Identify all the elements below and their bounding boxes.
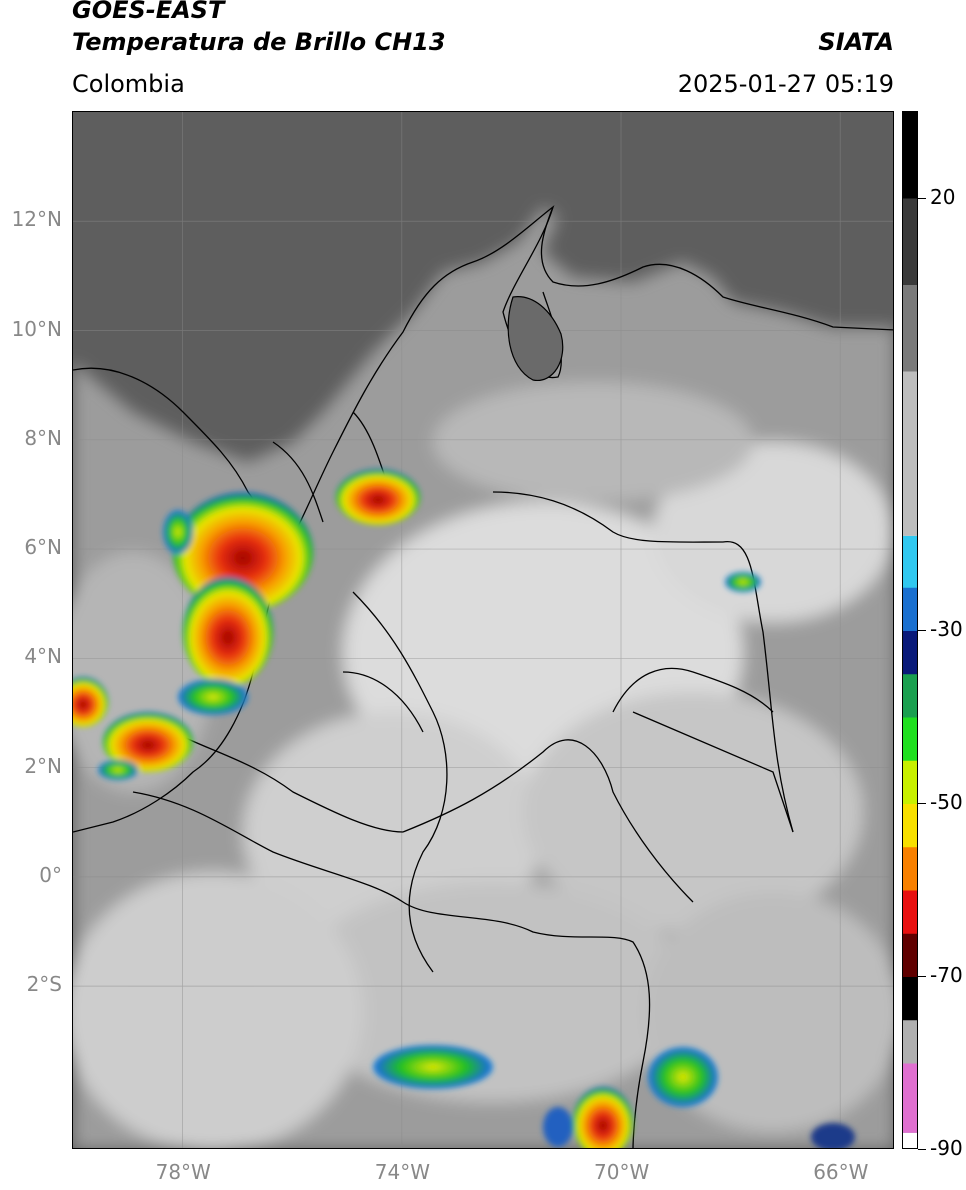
lon-tick-label: 66°W xyxy=(813,1160,869,1184)
colorbar-tick xyxy=(918,1149,926,1150)
colorbar-tick xyxy=(918,803,926,804)
colorbar-segment xyxy=(903,890,917,935)
colorbar-segment xyxy=(903,631,917,675)
lat-tick-label: 8°N xyxy=(24,425,62,450)
convective-cells xyxy=(73,469,855,1148)
colorbar-segment xyxy=(903,1132,917,1148)
lat-tick-label: 10°N xyxy=(11,316,62,341)
lat-tick-label: 6°N xyxy=(24,535,62,560)
colorbar-tick xyxy=(918,197,926,199)
colorbar-segment xyxy=(903,717,917,762)
lat-tick-label: 0° xyxy=(39,862,62,887)
lon-tick-label: 70°W xyxy=(594,1160,650,1184)
colorbar-tick xyxy=(918,976,926,977)
colorbar-segment xyxy=(903,977,917,1021)
colorbar-segment xyxy=(903,1063,917,1134)
colorbar-segment xyxy=(903,804,917,848)
colorbar-segment xyxy=(903,1020,917,1064)
title-satellite: GOES-EAST xyxy=(72,0,225,24)
lat-tick-label: 2°S xyxy=(26,972,62,997)
colorbar-segment xyxy=(903,587,917,632)
colorbar-tick-label: -90 xyxy=(930,1136,963,1160)
region-label: Colombia xyxy=(72,70,185,98)
colorbar-tick-label: -50 xyxy=(930,790,963,814)
lake-maracaibo xyxy=(507,296,564,381)
lat-tick-label: 4°N xyxy=(24,644,62,669)
colorbar-segment xyxy=(903,933,917,978)
satellite-map[interactable] xyxy=(72,111,894,1149)
colorbar-tick-label: -70 xyxy=(930,963,963,987)
graticule xyxy=(73,112,893,1148)
colorbar-segment xyxy=(903,847,917,891)
lat-tick-label: 2°N xyxy=(24,753,62,778)
lat-tick-label: 12°N xyxy=(11,207,62,232)
colorbar-segment xyxy=(903,674,917,718)
colorbar-segment xyxy=(903,371,917,537)
title-product: Temperatura de Brillo CH13 xyxy=(72,28,446,56)
colorbar xyxy=(902,111,918,1149)
colorbar-tick xyxy=(918,630,926,631)
colorbar-tick-label: 20 xyxy=(930,184,956,209)
timestamp: 2025-01-27 05:19 xyxy=(677,70,894,98)
colorbar-segment xyxy=(903,112,917,199)
cloud-field xyxy=(73,207,893,1148)
colorbar-segment xyxy=(903,285,917,372)
colorbar-tick-label: -30 xyxy=(930,617,963,641)
lon-tick-label: 74°W xyxy=(374,1160,431,1184)
colorbar-segment xyxy=(903,198,917,286)
lon-tick-label: 78°W xyxy=(155,1160,211,1184)
colorbar-segment xyxy=(903,760,917,805)
colorbar-segment xyxy=(903,535,917,589)
brand-label: SIATA xyxy=(818,28,894,56)
